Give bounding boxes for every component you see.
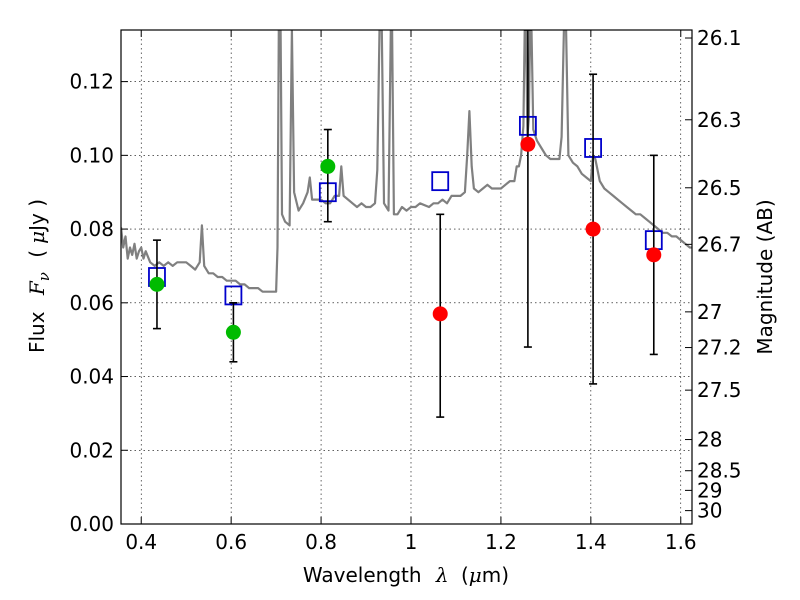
- x-axis-title: Wavelength λ (μm): [303, 563, 509, 587]
- x-axis-unit-rest: m): [482, 563, 509, 587]
- y2-tick-label: 27.2: [697, 336, 742, 360]
- y2-tick-label: 27: [697, 300, 722, 324]
- axes: [120, 29, 693, 525]
- y2-tick-label: 26.5: [697, 176, 742, 200]
- y2-tick-label: 26.7: [697, 232, 742, 256]
- model-square-point: [431, 171, 450, 192]
- x-tick-label: 1.4: [575, 530, 607, 554]
- upper-point: [646, 247, 662, 263]
- y2-tick-label: 30: [697, 499, 722, 523]
- y-tick-label: 0.10: [69, 143, 114, 167]
- model-square-point: [224, 285, 243, 306]
- detection-point: [320, 158, 336, 174]
- upper-point: [520, 136, 536, 152]
- grid-lines: [121, 30, 692, 524]
- upper-point: [432, 306, 448, 322]
- y-tick-label: 0.04: [69, 365, 114, 389]
- x-tick-label: 0.6: [215, 530, 247, 554]
- tick-labels: 0.4 0.6 0.8 1 1.2 1.4 1.6 0.00 0.02 0.04 0.06 0.08 0…: [69, 26, 741, 554]
- y-axis-symbol: F: [25, 280, 49, 296]
- plot-area: [121, 30, 692, 418]
- y-axis-subscript: ν: [35, 272, 53, 281]
- detection-point: [225, 324, 241, 340]
- y2-tick-label: 27.5: [697, 378, 742, 402]
- y2-tick-label: 28.5: [697, 459, 742, 483]
- y-tick-label: 0.08: [69, 217, 114, 241]
- y-axis-unit-mu: μ: [25, 231, 49, 244]
- y2-tick-label: 26.1: [697, 26, 742, 50]
- y-axis-unit-rest: Jy ): [25, 199, 49, 233]
- x-tick-label: 1.6: [665, 530, 697, 554]
- plot-frame: [120, 29, 693, 525]
- y-tick-label: 0.00: [69, 512, 114, 536]
- y2-tick-label: 28: [697, 428, 722, 452]
- y-axis-label: Flux: [25, 311, 49, 353]
- y-axis-unit-open: (: [25, 250, 49, 258]
- x-tick-label: 1: [405, 530, 418, 554]
- y2-axis-title: Magnitude (AB): [753, 199, 777, 354]
- x-axis-label: Wavelength: [303, 563, 422, 587]
- y2-tick-label: 26.3: [697, 108, 742, 132]
- y-tick-label: 0.06: [69, 291, 114, 315]
- x-tick-label: 0.8: [305, 530, 337, 554]
- spectrum-line: [121, 30, 692, 293]
- detection-point: [149, 276, 165, 292]
- upper-point: [585, 221, 601, 237]
- y-tick-label: 0.02: [69, 438, 114, 462]
- y2-tick-label: 29: [697, 478, 722, 502]
- x-tick-label: 0.4: [125, 530, 157, 554]
- x-axis-unit-open: (: [461, 563, 469, 587]
- y-tick-label: 0.12: [69, 70, 114, 94]
- x-axis-unit-mu: μ: [469, 563, 482, 587]
- y-axis-title: Flux Fν ( μJy ): [25, 199, 54, 353]
- x-tick-label: 1.2: [485, 530, 517, 554]
- x-axis-symbol: λ: [435, 563, 449, 587]
